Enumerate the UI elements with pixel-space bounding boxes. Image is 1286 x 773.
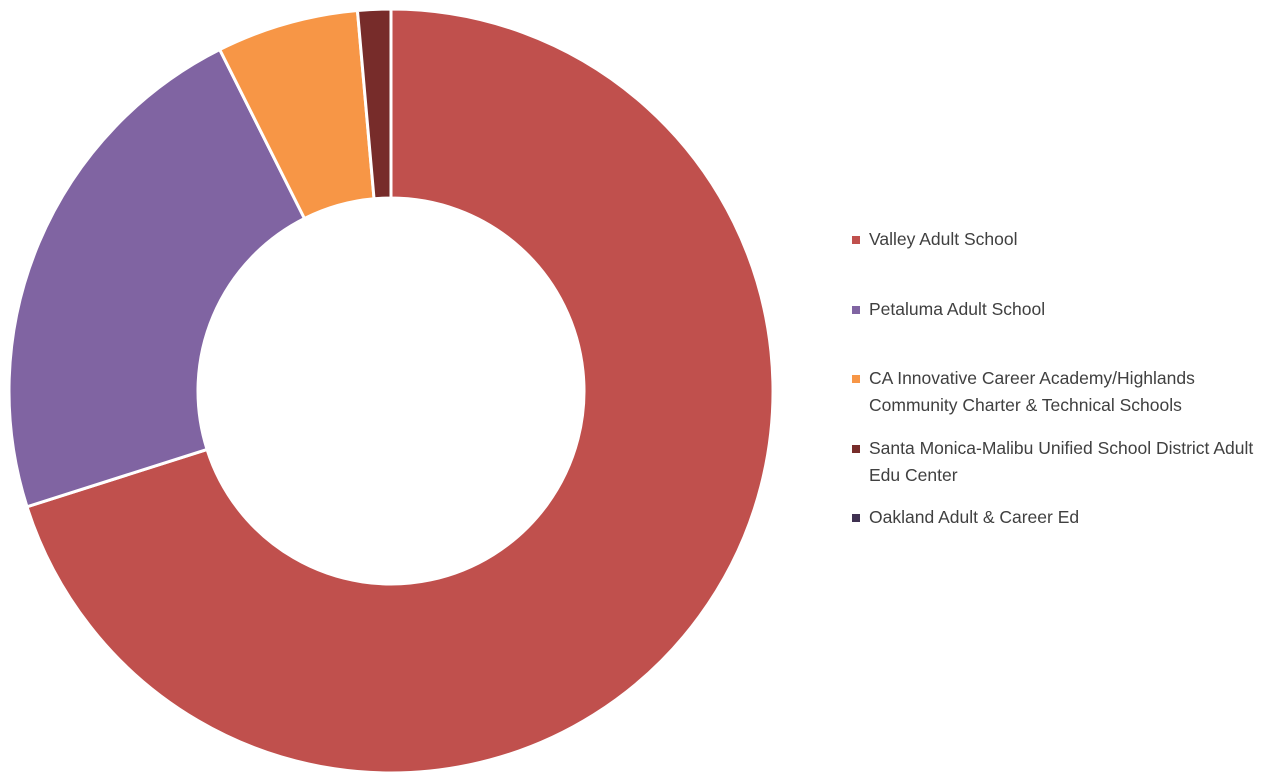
legend-label: Valley Adult School bbox=[869, 229, 1018, 249]
legend-label: CA Innovative Career Academy/Highlands C… bbox=[869, 368, 1195, 415]
legend-label: Petaluma Adult School bbox=[869, 298, 1046, 319]
donut-slice bbox=[25, 7, 775, 773]
legend-item: Petaluma Adult School bbox=[852, 296, 1282, 323]
donut-slice bbox=[7, 47, 307, 509]
legend-item: Oakland Adult & Career Ed bbox=[852, 504, 1282, 531]
legend-swatch bbox=[852, 375, 860, 383]
legend-item: CA Innovative Career Academy/Highlands C… bbox=[852, 365, 1282, 419]
legend-label: Oakland Adult & Career Ed bbox=[869, 507, 1080, 527]
legend-swatch bbox=[852, 305, 860, 314]
legend-item: Valley Adult School bbox=[852, 226, 1282, 253]
legend-item: Santa Monica-Malibu Unified School Distr… bbox=[852, 435, 1282, 489]
legend-swatch bbox=[852, 236, 860, 244]
legend-swatch bbox=[852, 444, 860, 453]
donut-plot bbox=[7, 7, 775, 773]
legend-label: Santa Monica-Malibu Unified School Distr… bbox=[869, 437, 1254, 485]
legend-swatch bbox=[852, 514, 860, 522]
donut-slice bbox=[355, 7, 393, 201]
